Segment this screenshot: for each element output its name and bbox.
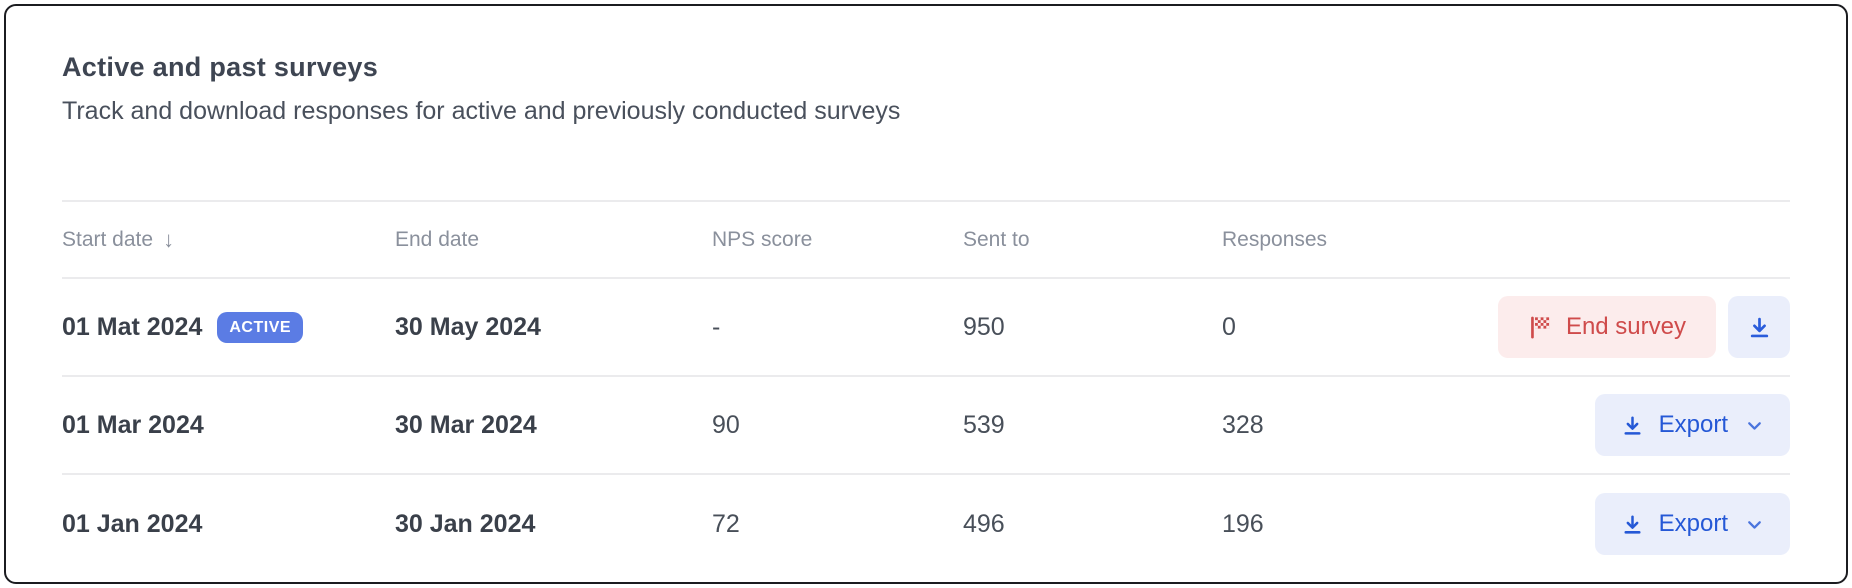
cell-sent-to: 539 <box>963 410 1005 439</box>
cell-nps-score: 90 <box>712 410 740 439</box>
column-header-sent-to-label: Sent to <box>963 227 1030 251</box>
download-icon <box>1620 512 1645 537</box>
column-header-end-date[interactable]: End date <box>395 228 712 252</box>
download-icon <box>1620 413 1645 438</box>
surveys-table: Start date ↓ End date NPS score Sent to … <box>62 200 1790 573</box>
row-actions: Export <box>1480 493 1790 555</box>
page-title: Active and past surveys <box>62 52 379 82</box>
chevron-down-icon <box>1744 415 1765 436</box>
column-header-responses-label: Responses <box>1222 227 1328 251</box>
cell-end-date: 30 Jan 2024 <box>395 510 712 539</box>
end-survey-label: End survey <box>1565 313 1686 340</box>
start-date-value: 01 Mat 2024 <box>62 312 203 341</box>
cell-end-date: 30 Mar 2024 <box>395 411 712 440</box>
cell-responses: 328 <box>1222 410 1264 439</box>
page-subtitle: Track and download responses for active … <box>62 97 901 125</box>
table-row: 01 Mat 2024 ACTIVE 30 May 2024 - 950 0 <box>62 279 1790 377</box>
cell-sent-to: 496 <box>963 509 1005 538</box>
start-date-value: 01 Jan 2024 <box>62 509 203 538</box>
surveys-card: Active and past surveys Track and downlo… <box>4 4 1848 584</box>
cell-start-date: 01 Mar 2024 <box>62 411 395 440</box>
download-button[interactable] <box>1728 296 1790 358</box>
cell-nps-score: - <box>712 312 721 341</box>
sort-descending-icon[interactable]: ↓ <box>163 226 175 252</box>
cell-start-date: 01 Mat 2024 ACTIVE <box>62 311 395 343</box>
column-header-end-date-label: End date <box>395 227 480 251</box>
table-header-row: Start date ↓ End date NPS score Sent to … <box>62 200 1790 279</box>
end-survey-button[interactable]: End survey <box>1497 296 1716 358</box>
cell-responses: 0 <box>1222 312 1236 341</box>
column-header-start-date-label: Start date <box>62 227 154 251</box>
end-date-value: 30 Jan 2024 <box>395 509 536 538</box>
end-date-value: 30 May 2024 <box>395 312 541 341</box>
row-actions: End survey <box>1480 296 1790 358</box>
card-header: Active and past surveys Track and downlo… <box>62 6 1790 127</box>
download-icon <box>1746 314 1773 341</box>
export-button[interactable]: Export <box>1594 394 1790 456</box>
column-header-responses[interactable]: Responses <box>1222 228 1480 252</box>
cell-nps-score: 72 <box>712 509 740 538</box>
column-header-nps-score-label: NPS score <box>712 227 813 251</box>
column-header-sent-to[interactable]: Sent to <box>963 228 1222 252</box>
export-button[interactable]: Export <box>1594 493 1790 555</box>
start-date-value: 01 Mar 2024 <box>62 410 204 439</box>
table-row: 01 Jan 2024 30 Jan 2024 72 496 196 Expor… <box>62 475 1790 573</box>
cell-start-date: 01 Jan 2024 <box>62 510 395 539</box>
cell-responses: 196 <box>1222 509 1264 538</box>
chevron-down-icon <box>1744 514 1765 535</box>
table-row: 01 Mar 2024 30 Mar 2024 90 539 328 Expor… <box>62 377 1790 475</box>
column-header-start-date[interactable]: Start date ↓ <box>62 227 395 253</box>
status-badge: ACTIVE <box>217 311 304 343</box>
export-label: Export <box>1658 411 1728 438</box>
export-label: Export <box>1658 510 1728 537</box>
end-date-value: 30 Mar 2024 <box>395 410 537 439</box>
column-header-nps-score[interactable]: NPS score <box>712 228 963 252</box>
row-actions: Export <box>1480 394 1790 456</box>
finish-flag-icon <box>1528 315 1553 340</box>
cell-end-date: 30 May 2024 <box>395 313 712 342</box>
cell-sent-to: 950 <box>963 312 1005 341</box>
